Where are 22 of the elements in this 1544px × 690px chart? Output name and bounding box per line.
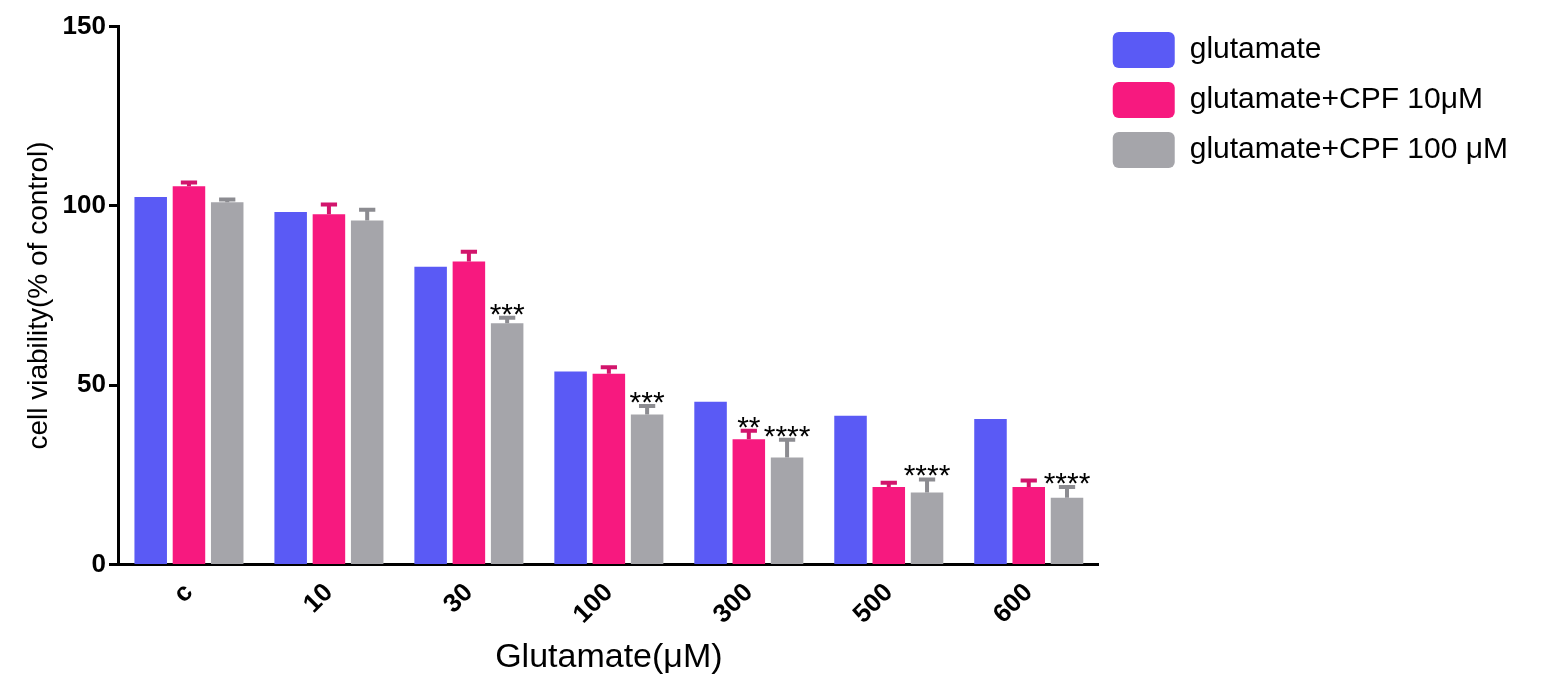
y-axis-title: cell viability(% of control) <box>21 141 53 450</box>
annotation: **** <box>903 458 951 492</box>
x-axis-title: Glutamate(μM) <box>495 635 723 674</box>
x-tick-label: 100 <box>566 576 619 629</box>
x-tick-label: 600 <box>986 576 1039 629</box>
annotation: **** <box>1043 466 1091 500</box>
x-tick-label: 500 <box>846 576 899 629</box>
y-tick-label: 150 <box>62 9 106 40</box>
x-tick-label: c <box>166 576 199 609</box>
y-tick-label: 100 <box>62 189 106 220</box>
y-tick-label: 50 <box>77 368 106 399</box>
x-tick-label: 30 <box>436 576 479 619</box>
annotation: *** <box>629 384 665 418</box>
annotation: **** <box>763 418 811 452</box>
annotation: ** <box>737 409 761 443</box>
legend-label: glutamate+CPF 10μM <box>1189 81 1483 115</box>
x-tick-label: 10 <box>296 576 339 619</box>
legend-label: glutamate <box>1189 31 1322 65</box>
x-tick-label: 300 <box>706 576 759 629</box>
y-tick-label: 0 <box>91 547 106 578</box>
legend-label: glutamate+CPF 100 μM <box>1189 131 1509 165</box>
annotation: *** <box>489 296 525 330</box>
